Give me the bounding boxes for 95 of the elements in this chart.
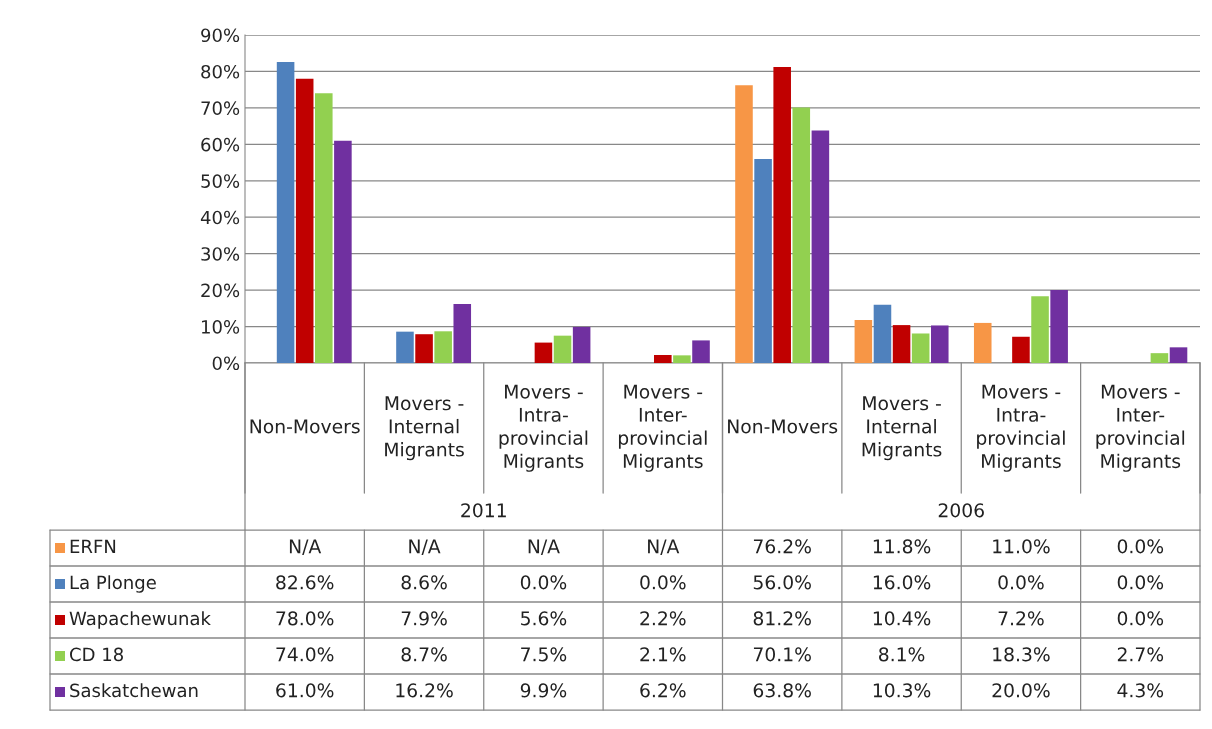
data-label: 7.9% [401,611,447,626]
bar [735,85,753,363]
data-label: 11.8% [873,539,931,554]
data-label: 78.0% [276,611,334,626]
bar [654,354,672,363]
bar [1050,290,1068,363]
bar [276,61,295,363]
legend-label: Saskatchewan [70,683,198,698]
bar [434,331,452,363]
data-label: 0.0% [1117,611,1164,626]
data-label: 4.3% [1117,683,1164,698]
data-label: 16.0% [873,575,931,590]
data-label: 2.1% [640,647,686,662]
y-tick-label: 90% [201,28,240,43]
legend-label: CD 18 [70,647,123,662]
data-label: 70.1% [753,647,811,662]
legend-label: Wapachewunak [69,611,211,629]
bar [295,78,314,363]
x-tick-label: Movers - Inter-provincial Migrants [618,384,707,472]
x-tick-label: Movers - Inter-provincial Migrants [1096,384,1185,472]
legend-label: ERFN [70,539,116,553]
bar [754,158,772,363]
data-label: 7.2% [998,611,1044,626]
data-label: 0.0% [1117,539,1164,554]
data-label: 76.2% [753,539,811,554]
text: N/A [409,539,441,555]
x-tick-label: Movers - Internal Migrants [385,396,464,461]
x-tick-label: Movers - Intra-provincial Migrants [977,384,1065,472]
text: 2006 [938,503,984,518]
bar [553,335,572,363]
y-tick-label: 30% [201,247,240,261]
data-label: 7.5% [521,647,567,662]
data-label: 16.2% [396,683,453,698]
data-label: 6.2% [640,683,686,698]
bar [892,325,911,363]
data-label: 10.4% [873,611,931,626]
data-label: 10.3% [873,683,931,698]
y-tick-label: 80% [201,64,240,79]
text: N/A [648,539,680,555]
x-tick-label: Non-Movers [250,419,360,434]
data-label: 61.0% [276,683,334,698]
data-label: 18.3% [993,647,1050,662]
data-label: 0.0% [998,575,1044,590]
bar [1150,353,1169,363]
bar [1031,296,1049,363]
bar [692,340,710,363]
data-label: 2.7% [1117,647,1164,662]
y-tick-label: 50% [201,174,240,188]
data-label: 0.0% [520,575,567,590]
data-label: 8.6% [401,575,447,590]
legend-label: La Plonge [70,575,156,593]
y-tick-label: 70% [201,101,240,116]
bar [1169,347,1188,363]
x-tick-label: Movers - Intra-provincial Migrants [499,384,588,472]
data-label: 74.0% [276,647,334,662]
y-tick-label: 20% [201,283,240,298]
y-tick-label: 0% [212,356,240,371]
data-label: 0.0% [640,575,686,590]
text: N/A [289,539,322,555]
data-label: 8.1% [879,647,925,662]
bar [873,304,892,363]
bar [911,333,930,363]
data-label: 9.9% [520,683,567,698]
data-label: 81.2% [753,611,811,626]
bar [396,331,414,363]
data-label: 2.2% [640,611,686,626]
data-label: 5.6% [521,611,567,626]
bar [930,325,949,363]
bar [572,326,591,363]
data-label: 8.7% [401,647,447,662]
text: 2011 [461,503,506,518]
bar [1012,336,1030,363]
bar [415,334,433,363]
bar [811,130,830,363]
text: N/A [528,539,560,555]
data-label: 82.6% [276,575,334,590]
bar [973,322,992,363]
bar [534,342,553,363]
data-label: 20.0% [992,683,1050,698]
y-tick-label: 60% [201,137,240,152]
data-label: 0.0% [1117,575,1164,590]
bar [854,320,873,363]
bar [773,67,791,363]
bar [315,93,333,363]
y-tick-label: 10% [201,320,240,334]
bar [453,303,472,363]
x-tick-label: Movers - Internal Migrants [862,396,942,461]
bar [673,355,691,363]
x-tick-label: Non-Movers [728,419,838,434]
y-tick-label: 40% [200,210,240,225]
data-label: 56.0% [753,575,811,590]
data-label: 11.0% [993,539,1050,554]
bar [792,107,811,363]
data-label: 63.8% [753,683,811,698]
bar [334,140,352,363]
